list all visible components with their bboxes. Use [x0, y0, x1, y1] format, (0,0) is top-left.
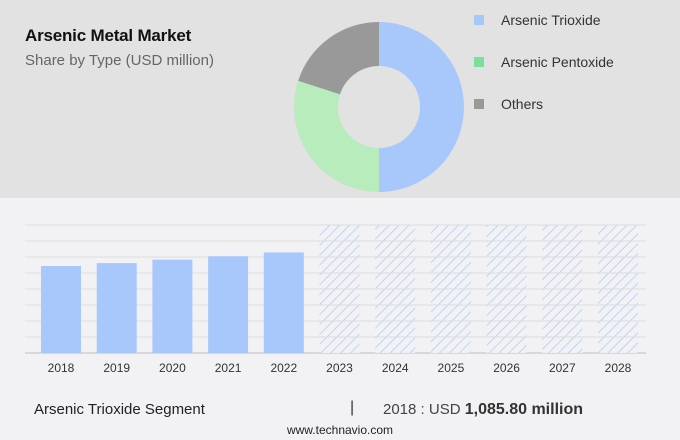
x-tick-label: 2018: [48, 361, 75, 375]
x-tick-label: 2019: [103, 361, 130, 375]
bar-2019: [96, 263, 137, 353]
website-link[interactable]: www.technavio.com: [286, 423, 394, 437]
donut-segment-arsenic-trioxide: [379, 22, 464, 192]
legend-label: Arsenic Trioxide: [501, 12, 601, 28]
segment-value-prefix: 2018 : USD: [383, 401, 465, 418]
chart-subtitle: Share by Type (USD million): [25, 52, 214, 69]
donut-segment-others: [298, 22, 379, 95]
legend-swatch-icon: [474, 15, 484, 25]
x-tick-label: 2024: [382, 361, 409, 375]
chart-title: Arsenic Metal Market: [25, 26, 192, 45]
legend-label: Arsenic Pentoxide: [501, 54, 614, 70]
bar-2018: [41, 266, 81, 353]
donut-segment-arsenic-pentoxide: [294, 80, 379, 192]
legend-item-arsenic-pentoxide: Arsenic Pentoxide: [474, 52, 614, 72]
bar-2022: [263, 252, 304, 353]
bar-2021: [208, 256, 249, 353]
legend-swatch-icon: [474, 57, 484, 67]
legend-item-others: Others: [474, 94, 543, 114]
x-tick-label: 2020: [159, 361, 186, 375]
x-tick-label: 2023: [326, 361, 353, 375]
separator: |: [350, 399, 355, 416]
x-tick-label: 2027: [549, 361, 576, 375]
donut-chart: [294, 22, 464, 192]
legend-swatch-icon: [474, 99, 484, 109]
x-tick-label: 2022: [270, 361, 297, 375]
x-tick-label: 2021: [215, 361, 242, 375]
x-tick-label: 2028: [605, 361, 632, 375]
legend-label: Others: [501, 96, 544, 112]
bar-2020: [152, 259, 193, 353]
x-tick-label: 2026: [493, 361, 520, 375]
legend-item-arsenic-trioxide: Arsenic Trioxide: [474, 10, 601, 30]
segment-value: 2018 : USD 1,085.80 million: [383, 401, 583, 419]
segment-label: Arsenic Trioxide Segment: [34, 401, 205, 418]
x-tick-label: 2025: [438, 361, 465, 375]
segment-value-amount: 1,085.80 million: [464, 401, 583, 418]
